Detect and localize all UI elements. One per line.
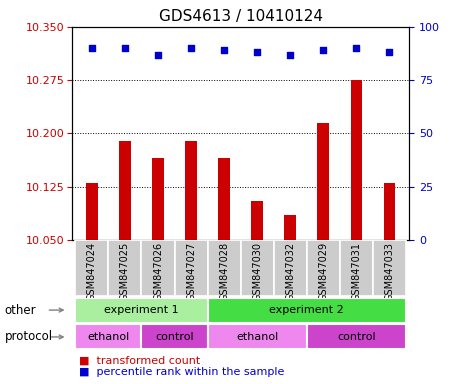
Text: GSM847025: GSM847025 bbox=[120, 242, 130, 301]
Point bbox=[352, 45, 360, 51]
Bar bbox=[75, 324, 141, 349]
Text: GSM847027: GSM847027 bbox=[186, 242, 196, 301]
Bar bbox=[174, 240, 207, 296]
Bar bbox=[108, 240, 141, 296]
Point bbox=[385, 50, 393, 56]
Title: GDS4613 / 10410124: GDS4613 / 10410124 bbox=[159, 9, 323, 24]
Bar bbox=[152, 158, 164, 240]
Text: control: control bbox=[155, 332, 194, 342]
Text: GSM847032: GSM847032 bbox=[285, 242, 295, 301]
Bar bbox=[252, 201, 263, 240]
Bar bbox=[285, 215, 296, 240]
Point bbox=[187, 45, 195, 51]
Bar bbox=[384, 183, 395, 240]
Bar bbox=[86, 183, 98, 240]
Bar bbox=[119, 141, 131, 240]
Bar bbox=[373, 240, 406, 296]
Text: ■  percentile rank within the sample: ■ percentile rank within the sample bbox=[79, 367, 285, 377]
Bar bbox=[207, 240, 241, 296]
Bar bbox=[351, 80, 362, 240]
Text: GSM847029: GSM847029 bbox=[318, 242, 328, 301]
Point bbox=[286, 51, 294, 58]
Bar bbox=[318, 123, 329, 240]
Point bbox=[88, 45, 96, 51]
Point bbox=[220, 47, 228, 53]
Text: ethanol: ethanol bbox=[87, 332, 130, 342]
Text: GSM847026: GSM847026 bbox=[153, 242, 163, 301]
Bar bbox=[219, 158, 230, 240]
Text: other: other bbox=[5, 304, 36, 316]
Bar bbox=[207, 324, 307, 349]
Text: experiment 1: experiment 1 bbox=[104, 305, 179, 315]
Text: GSM847028: GSM847028 bbox=[219, 242, 229, 301]
Point bbox=[253, 50, 261, 56]
Bar bbox=[207, 298, 406, 323]
Text: control: control bbox=[337, 332, 376, 342]
Bar bbox=[141, 324, 207, 349]
Bar bbox=[274, 240, 307, 296]
Text: GSM847033: GSM847033 bbox=[385, 242, 394, 301]
Bar bbox=[307, 324, 406, 349]
Text: ethanol: ethanol bbox=[236, 332, 278, 342]
Bar bbox=[75, 298, 207, 323]
Text: GSM847031: GSM847031 bbox=[352, 242, 361, 301]
Bar bbox=[340, 240, 373, 296]
Text: GSM847024: GSM847024 bbox=[87, 242, 97, 301]
Bar bbox=[241, 240, 274, 296]
Bar bbox=[307, 240, 340, 296]
Text: protocol: protocol bbox=[5, 331, 53, 343]
Bar bbox=[75, 240, 108, 296]
Bar bbox=[141, 240, 174, 296]
Point bbox=[121, 45, 129, 51]
Bar bbox=[185, 141, 197, 240]
Point bbox=[319, 47, 327, 53]
Text: ■  transformed count: ■ transformed count bbox=[79, 355, 200, 365]
Text: GSM847030: GSM847030 bbox=[252, 242, 262, 301]
Text: experiment 2: experiment 2 bbox=[269, 305, 344, 315]
Point bbox=[154, 51, 162, 58]
